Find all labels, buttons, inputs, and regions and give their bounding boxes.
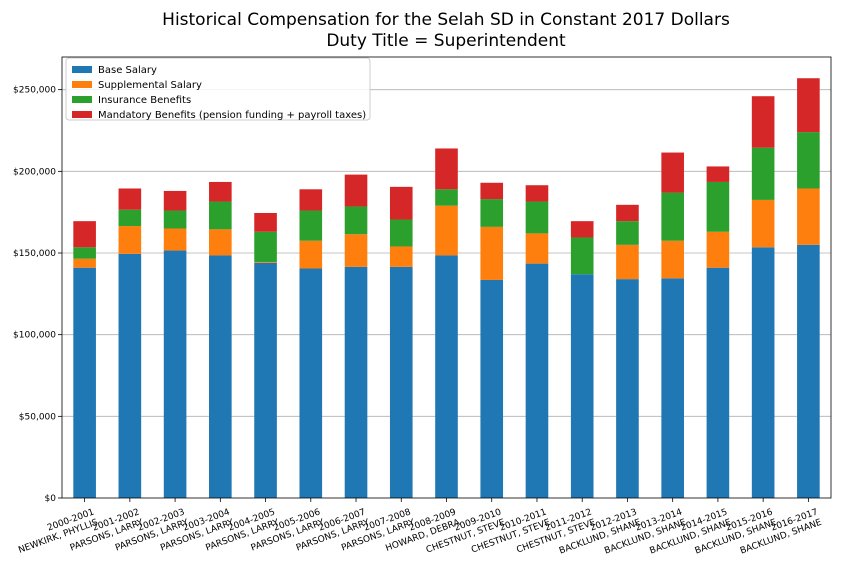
bar-segment [797, 188, 820, 245]
legend-swatch [72, 66, 92, 73]
legend-swatch [72, 111, 92, 118]
bar-segment [344, 206, 368, 235]
bar-segment [118, 209, 142, 227]
bar-segment [616, 204, 639, 222]
bar-segment [163, 250, 187, 498]
bar-segment [163, 228, 187, 251]
bar-segment [299, 240, 323, 269]
legend-label: Insurance Benefits [98, 95, 191, 106]
bar-segment [480, 182, 504, 200]
legend-label: Base Salary [98, 65, 157, 76]
bar-segment [616, 244, 639, 280]
legend-label: Mandatory Benefits (pension funding + pa… [98, 110, 366, 121]
y-tick-label: $0 [45, 494, 57, 504]
bar-segment [118, 188, 142, 210]
bar-segment [435, 189, 458, 206]
bar-segment [344, 234, 368, 267]
bar-segment [435, 205, 458, 256]
legend-box [65, 57, 371, 121]
bar-segment [299, 268, 323, 498]
bar-segment [570, 221, 594, 238]
legend-swatch [72, 81, 92, 88]
bar-segment [706, 166, 730, 182]
bar-segment [209, 181, 232, 202]
bar-segment [299, 189, 323, 211]
bar-segment [706, 231, 730, 268]
y-tick-label: $100,000 [13, 331, 56, 341]
bar-segment [254, 261, 277, 263]
bar-segment [435, 255, 458, 498]
bar-segment [661, 278, 684, 498]
bar-segment [299, 210, 323, 241]
bar-segment [389, 266, 413, 498]
bar-segment [209, 229, 232, 256]
bar-segment [525, 233, 549, 264]
legend: Base Salary Supplemental Salary Insurance … [65, 57, 371, 121]
bar-segment [344, 174, 368, 207]
bar-segment [435, 148, 458, 190]
legend-swatch [72, 96, 92, 103]
bar-segment [73, 247, 96, 259]
bar-segment [118, 253, 142, 498]
bar-segment [751, 147, 775, 200]
bar-segment [254, 212, 277, 232]
y-axis: $0 $50,000 $100,000 $150,000 $200,000 $250,00… [13, 86, 62, 504]
bar-segment [797, 244, 820, 498]
bar-segment [480, 226, 504, 280]
bar-segment [661, 240, 684, 279]
bar-segment [389, 186, 413, 220]
bar-segment [389, 246, 413, 267]
bar-segment [661, 192, 684, 241]
bar-segment [525, 263, 549, 498]
bar-segment [344, 266, 368, 498]
y-tick-label: $150,000 [13, 249, 56, 259]
bar-segment [73, 258, 96, 268]
bar-segment [797, 78, 820, 133]
bar-segment [480, 199, 504, 227]
bar-segment [525, 185, 549, 202]
bar-segment [73, 267, 96, 498]
bar-segment [570, 274, 594, 498]
bar-segment [254, 262, 277, 498]
bar-segment [751, 247, 775, 498]
chart-subtitle: Duty Title = Superintendent [326, 31, 566, 51]
bar-segment [118, 226, 142, 254]
y-tick-label: $200,000 [13, 167, 56, 177]
bar-segment [389, 219, 413, 247]
bar-segment [73, 221, 96, 248]
bar-segment [706, 181, 730, 232]
bar-segment [751, 96, 775, 148]
bar-segment [163, 210, 187, 229]
bar-segment [570, 237, 594, 275]
legend-label: Supplemental Salary [98, 80, 202, 91]
bar-segment [706, 267, 730, 498]
bar-segment [525, 201, 549, 234]
bar-segment [163, 190, 187, 211]
chart-title: Historical Compensation for the Selah SD… [162, 10, 730, 30]
bar-segment [209, 255, 232, 498]
bar-segment [254, 231, 277, 262]
bar-segment [661, 152, 684, 193]
bar-segment [616, 221, 639, 245]
bar-segment [797, 132, 820, 189]
bar-segment [616, 279, 639, 498]
bar-segment [751, 199, 775, 248]
y-tick-label: $250,000 [13, 86, 56, 96]
bars [73, 78, 820, 498]
y-tick-label: $50,000 [19, 412, 56, 422]
bar-segment [480, 279, 504, 498]
bar-segment [209, 201, 232, 230]
